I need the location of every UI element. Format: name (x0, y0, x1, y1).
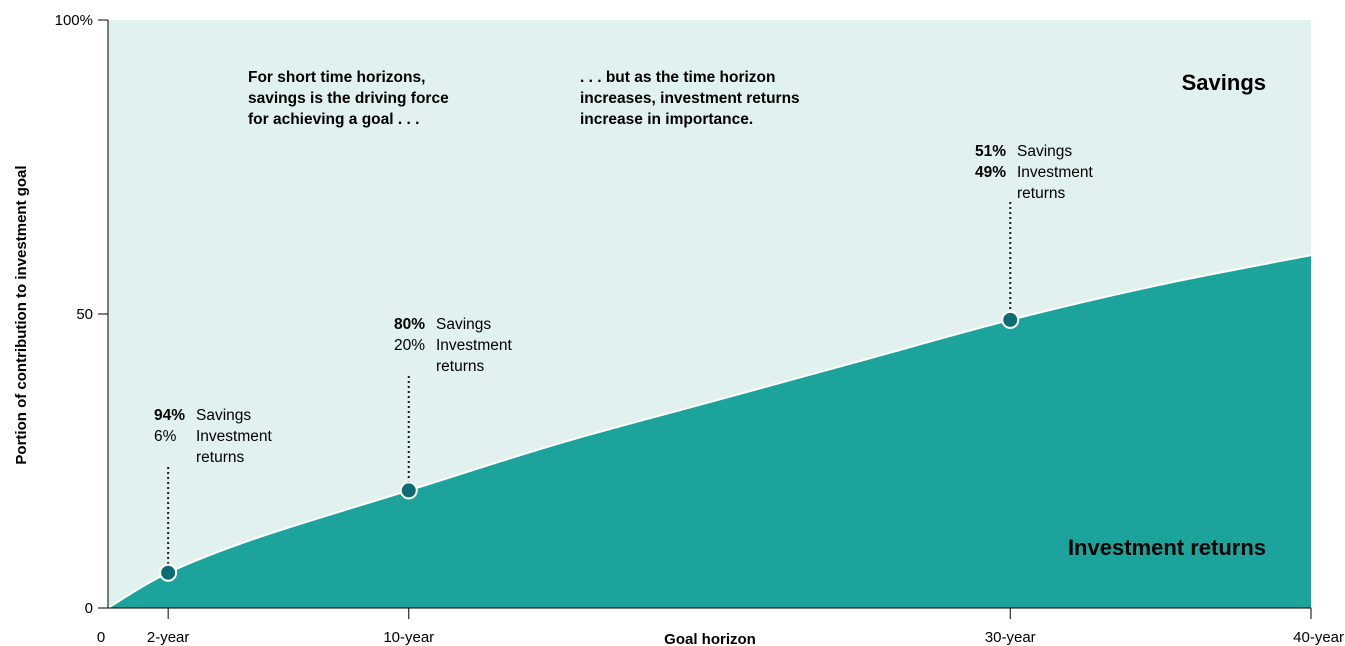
annotation-line: increase in importance. (580, 111, 754, 128)
x-tick-label: 0 (97, 629, 105, 646)
investment-returns-area (108, 255, 1311, 608)
savings-label: Savings (1017, 143, 1073, 160)
returns-label-cont: returns (1017, 185, 1066, 202)
savings-label: Savings (436, 316, 492, 333)
callout-30-year: 51% Savings 49% Investment returns (975, 141, 1093, 204)
returns-label: Investment (1017, 164, 1093, 181)
returns-pct: 49% (975, 164, 1007, 181)
data-point-marker (1001, 310, 1020, 329)
annotation-line: increases, investment returns (580, 90, 800, 107)
y-tick-label: 50 (76, 306, 93, 323)
region-label-investment-returns: Investment returns (1068, 535, 1266, 560)
x-tick-label: 40-year (1293, 629, 1344, 646)
x-tick-label: 30-year (985, 629, 1036, 646)
callout-10-year: 80% Savings 20% Investment returns (394, 314, 512, 377)
boundary-line (107, 254, 1312, 609)
returns-label-cont: returns (196, 449, 245, 466)
returns-label: Investment (436, 337, 512, 354)
y-axis-title: Portion of contribution to investment go… (13, 165, 30, 464)
returns-label: Investment (196, 428, 272, 445)
annotation-long-horizon: . . . but as the time horizon increases,… (580, 67, 880, 130)
data-point-marker (399, 481, 418, 500)
savings-pct: 94% (154, 407, 186, 424)
savings-pct: 80% (394, 316, 426, 333)
data-point-marker (159, 563, 178, 582)
annotation-line: For short time horizons, (248, 69, 426, 86)
region-label-savings: Savings (1182, 70, 1266, 95)
x-tick-label: 2-year (147, 629, 190, 646)
annotation-line: for achieving a goal . . . (248, 111, 420, 128)
annotation-short-horizon: For short time horizons, savings is the … (248, 67, 548, 130)
annotation-line: savings is the driving force (248, 90, 449, 107)
annotation-line: . . . but as the time horizon (580, 69, 776, 86)
returns-label-cont: returns (436, 358, 485, 375)
x-axis-title: Goal horizon (664, 631, 756, 646)
returns-pct: 6% (154, 428, 177, 445)
returns-pct: 20% (394, 337, 426, 354)
x-tick-label: 10-year (383, 629, 434, 646)
savings-label: Savings (196, 407, 252, 424)
savings-pct: 51% (975, 143, 1007, 160)
y-tick-label: 100% (55, 12, 93, 29)
callout-2-year: 94% Savings 6% Investment returns (154, 405, 272, 468)
y-tick-label: 0 (85, 600, 93, 617)
